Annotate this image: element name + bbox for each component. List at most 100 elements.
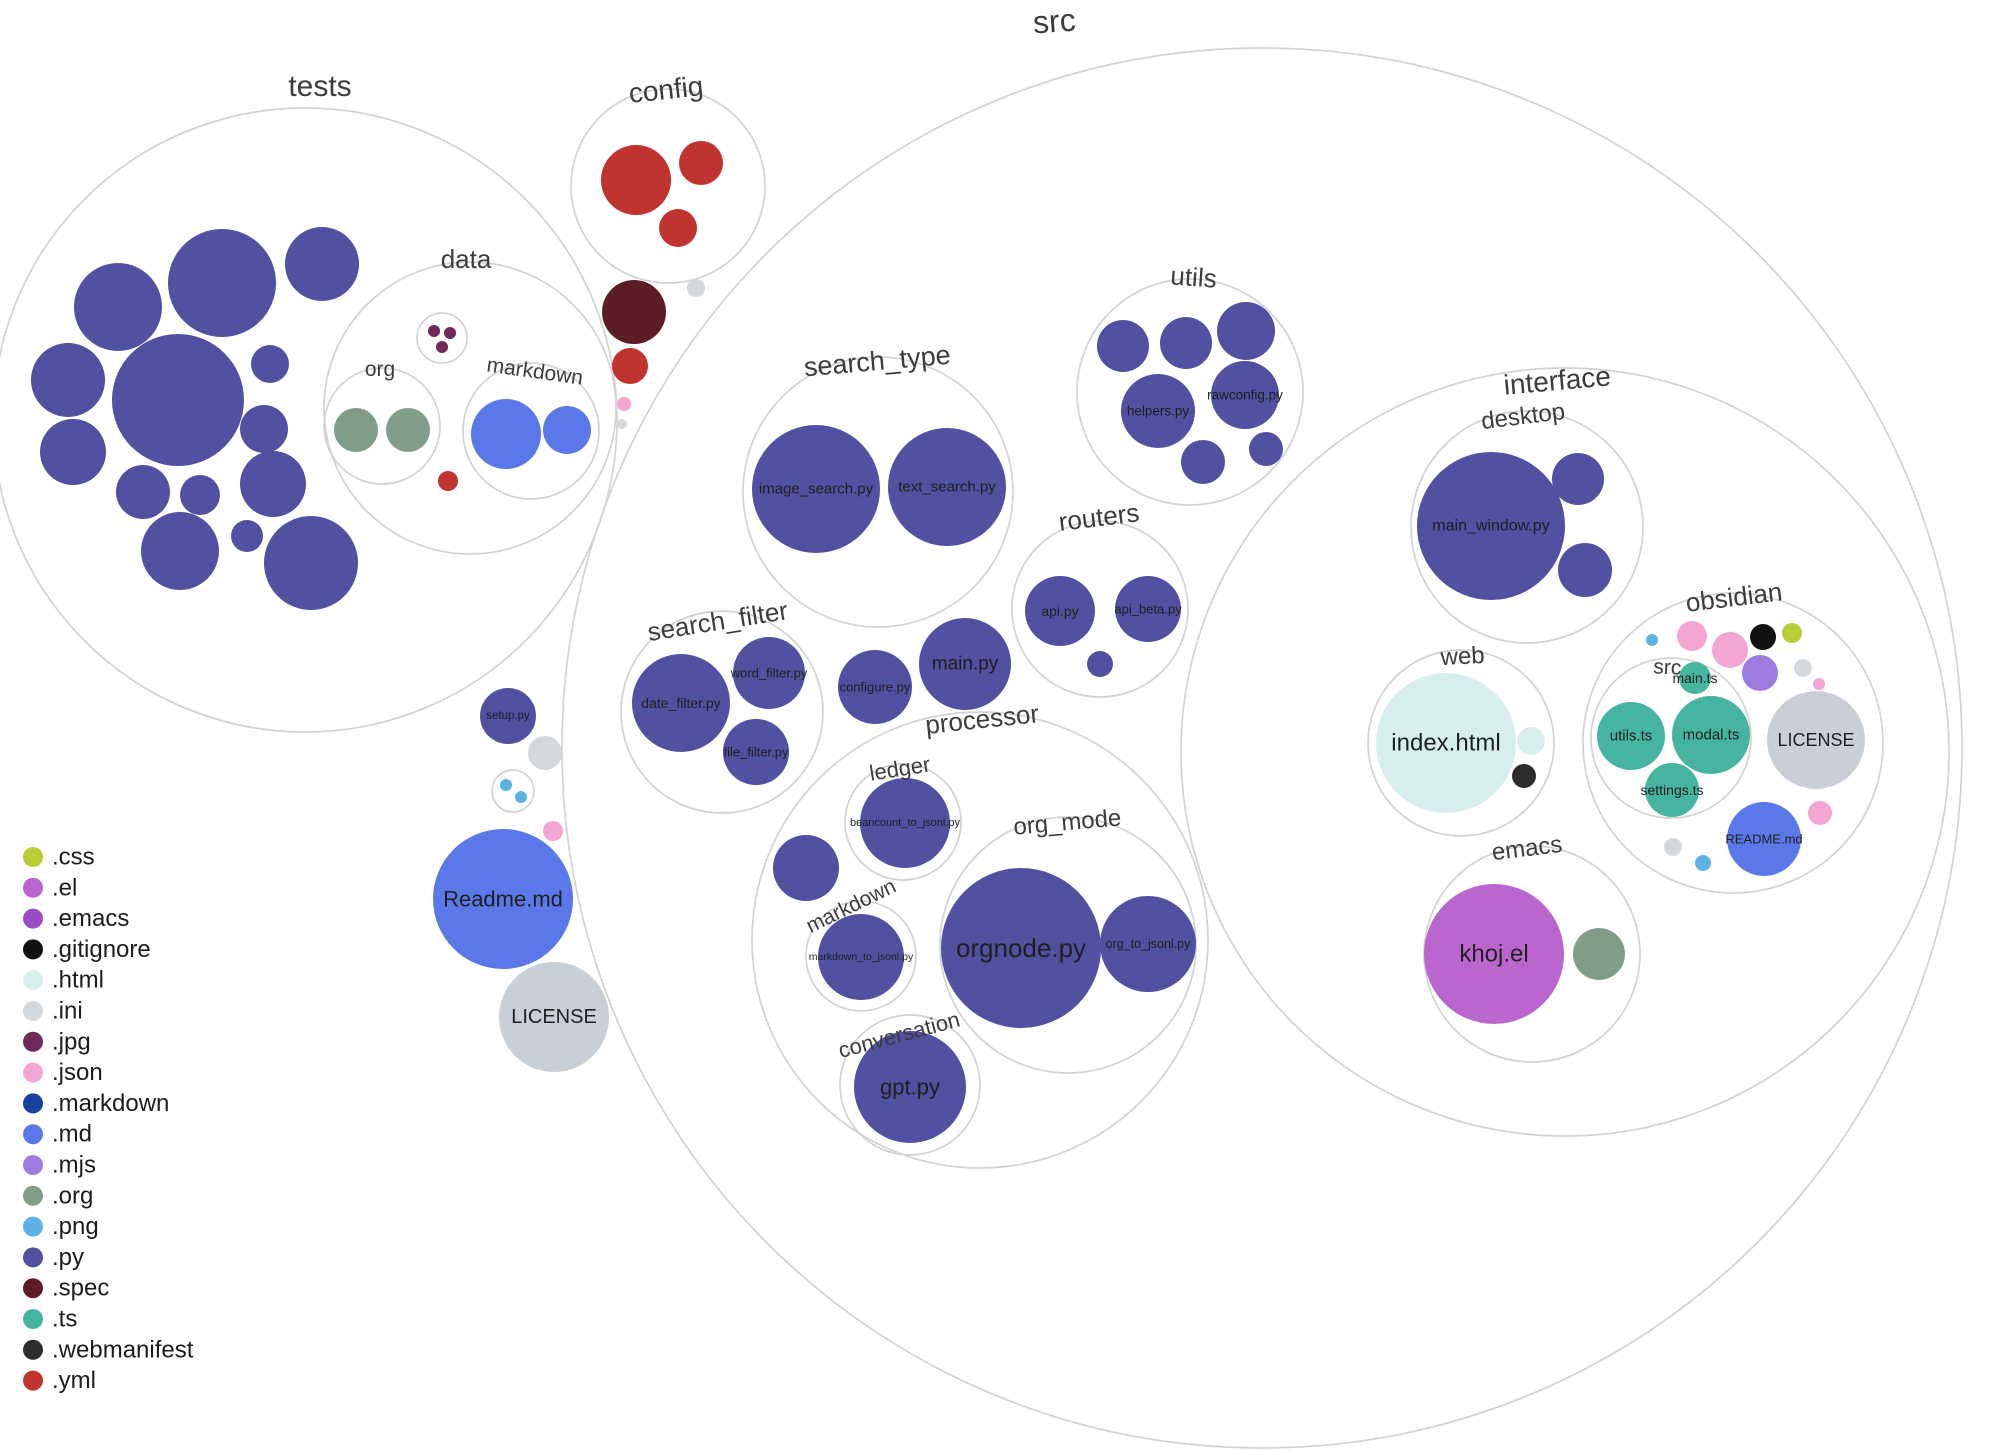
folder-conversation — [839, 1014, 981, 1156]
folder-label-org_mode: org_mode — [1012, 804, 1122, 840]
folder-label-utils: utils — [1170, 260, 1218, 293]
folder-label-emacs: emacs — [1490, 831, 1563, 866]
folder-label-desktop: desktop — [1480, 398, 1567, 435]
file-mjs — [1742, 655, 1778, 691]
file-khoj.el — [1424, 884, 1564, 1024]
legend-label: .md — [52, 1121, 92, 1148]
folder-label-markdown: markdown — [485, 353, 584, 389]
file-spec — [602, 280, 666, 344]
file-gitignore — [1750, 624, 1776, 650]
folder-ledger — [844, 763, 962, 881]
file-label-helpers.py: helpers.py — [1127, 404, 1190, 419]
mjs-color-dot — [23, 1155, 43, 1175]
legend-item-py: .py — [23, 1244, 84, 1271]
folder-processor — [751, 711, 1209, 1169]
legend-label: .emacs — [52, 905, 129, 932]
file-LICENSE — [499, 962, 609, 1072]
folder-root-png-group — [491, 769, 535, 813]
file-py — [1181, 440, 1225, 484]
file-py — [1217, 302, 1275, 360]
file-org — [334, 408, 378, 452]
file-py — [231, 520, 263, 552]
css-color-dot — [23, 847, 43, 867]
legend-item-emacs: .emacs — [23, 905, 129, 932]
legend-item-jpg: .jpg — [23, 1028, 91, 1055]
legend-label: .json — [52, 1059, 103, 1086]
legend-item-spec: .spec — [23, 1275, 109, 1302]
org-color-dot — [23, 1185, 43, 1206]
file-modal.ts — [1672, 696, 1750, 774]
folder-processor-markdown — [805, 900, 917, 1012]
file-label-gpt.py: gpt.py — [880, 1075, 940, 1100]
folder-label-tests: tests — [288, 70, 351, 103]
folder-interface — [1180, 367, 1950, 1137]
legend-item-gitignore: .gitignore — [23, 936, 151, 963]
legend-label: .el — [52, 874, 77, 901]
file-py — [1249, 432, 1283, 466]
file-label-LICENSE: LICENSE — [511, 1006, 597, 1028]
file-py — [168, 229, 276, 337]
py-color-dot — [23, 1247, 43, 1268]
folder-org — [323, 367, 441, 485]
file-py — [40, 419, 106, 485]
file-settings.ts — [1645, 763, 1699, 817]
file-label-LICENSE: LICENSE — [1777, 730, 1854, 750]
file-yml — [659, 209, 697, 247]
legend-item-markdown: .markdown — [23, 1090, 169, 1117]
file-yml — [612, 348, 648, 384]
file-py — [1552, 453, 1604, 505]
file-label-main.ts: main.ts — [1672, 670, 1717, 686]
html-color-dot — [23, 970, 43, 991]
legend-label: .ini — [52, 998, 83, 1025]
ts-color-dot — [23, 1309, 43, 1329]
file-json — [1677, 621, 1707, 651]
file-label-configure.py: configure.py — [840, 680, 911, 695]
file-label-setup.py: setup.py — [486, 710, 530, 722]
file-label-word_filter.py: word_filter.py — [730, 666, 808, 681]
legend-label: .yml — [52, 1367, 96, 1394]
file-main.ts — [1679, 662, 1711, 694]
file-label-main_window.py: main_window.py — [1432, 518, 1549, 535]
legend-label: .ts — [52, 1306, 77, 1333]
legend-label: .webmanifest — [52, 1336, 194, 1363]
file-configure.py — [838, 650, 912, 724]
legend-label: .py — [52, 1244, 84, 1271]
file-beancount_to_jsonl.py — [860, 778, 950, 868]
file-org — [1573, 928, 1625, 980]
file-label-utils.ts: utils.ts — [1610, 728, 1653, 745]
file-json — [1813, 678, 1825, 690]
file-file_filter.py — [723, 719, 789, 785]
file-label-org_to_jsonl.py: org_to_jsonl.py — [1106, 937, 1192, 951]
legend-item-png: .png — [23, 1213, 99, 1240]
legend-label: .css — [52, 844, 95, 871]
legend-item-yml: .yml — [23, 1367, 96, 1394]
folder-search_filter — [620, 610, 824, 814]
folder-org_mode — [939, 816, 1197, 1074]
file-md — [543, 406, 591, 454]
folder-search_type — [742, 356, 1014, 628]
file-json — [543, 821, 563, 841]
folder-data-jpg-group — [416, 312, 468, 364]
file-utils.ts — [1597, 702, 1665, 770]
legend-item-mjs: .mjs — [23, 1152, 96, 1179]
md-color-dot — [23, 1124, 43, 1145]
file-py — [141, 512, 219, 590]
folder-label-src: src — [1653, 655, 1682, 679]
file-jpg — [444, 327, 456, 339]
file-label-orgnode.py: orgnode.py — [956, 933, 1086, 963]
file-orgnode.py — [941, 868, 1101, 1028]
folder-src — [561, 47, 1963, 1449]
file-README.md — [1727, 802, 1801, 876]
png-color-dot — [23, 1216, 43, 1237]
legend-label: .markdown — [52, 1090, 169, 1117]
file-py — [1558, 543, 1612, 597]
file-markdown_to_jsonl.py — [818, 914, 904, 1000]
file-md — [471, 399, 541, 469]
file-png — [500, 779, 512, 791]
folder-data — [323, 261, 617, 555]
file-org_to_jsonl.py — [1100, 896, 1196, 992]
file-label-README.md: README.md — [1725, 832, 1802, 847]
containers-layer — [0, 47, 1963, 1449]
